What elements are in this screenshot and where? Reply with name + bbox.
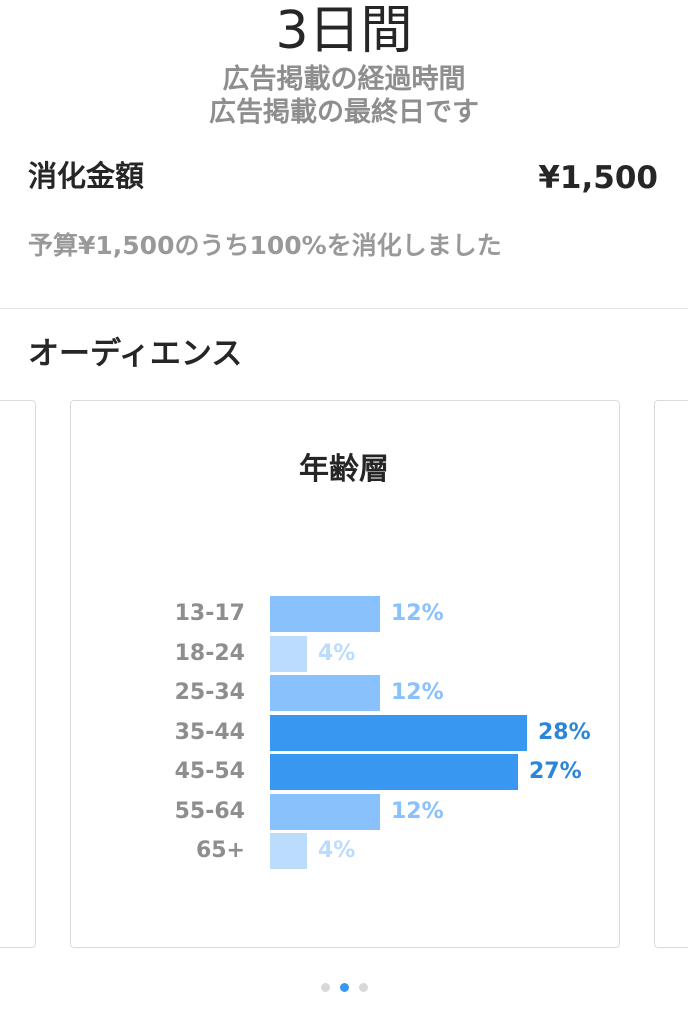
- age-percent-label: 4%: [318, 838, 356, 863]
- age-label: 45-54: [174, 759, 245, 784]
- age-percent-label: 12%: [391, 601, 444, 626]
- duration-note: 広告掲載の最終日です: [209, 97, 479, 128]
- age-bar: [270, 675, 380, 711]
- carousel-pagination: [0, 983, 688, 993]
- age-percent-label: 28%: [538, 720, 591, 745]
- audience-title: オーディエンス: [28, 336, 243, 372]
- carousel-card-previous[interactable]: [0, 400, 36, 948]
- age-percent-label: 27%: [529, 759, 582, 784]
- carousel-card-age[interactable]: [70, 400, 620, 948]
- age-percent-label: 4%: [318, 641, 356, 666]
- spend-note: 予算¥1,500のうち100%を消化しました: [28, 231, 502, 260]
- age-percent-label: 12%: [391, 680, 444, 705]
- age-label: 65+: [195, 838, 245, 863]
- age-bar: [270, 794, 380, 830]
- age-percent-label: 12%: [391, 799, 444, 824]
- divider: [0, 308, 688, 309]
- pagination-dot[interactable]: [358, 983, 368, 992]
- age-label: 13-17: [174, 601, 245, 626]
- spend-value: ¥1,500: [538, 160, 658, 196]
- age-bar: [270, 754, 518, 790]
- age-chart-title: 年齢層: [299, 452, 389, 487]
- age-label: 18-24: [174, 641, 245, 666]
- spend-label: 消化金額: [28, 159, 145, 193]
- pagination-dot-active[interactable]: [339, 983, 349, 992]
- duration-label: 広告掲載の経過時間: [222, 64, 466, 95]
- age-bar: [270, 715, 527, 751]
- age-label: 25-34: [174, 680, 245, 705]
- pagination-dot[interactable]: [320, 983, 330, 992]
- age-bar: [270, 833, 307, 869]
- age-label: 35-44: [174, 720, 245, 745]
- age-label: 55-64: [174, 799, 245, 824]
- age-bar: [270, 636, 307, 672]
- carousel-card-next[interactable]: [654, 400, 688, 948]
- age-bar: [270, 596, 380, 632]
- duration-value: 3日間: [275, 1, 413, 61]
